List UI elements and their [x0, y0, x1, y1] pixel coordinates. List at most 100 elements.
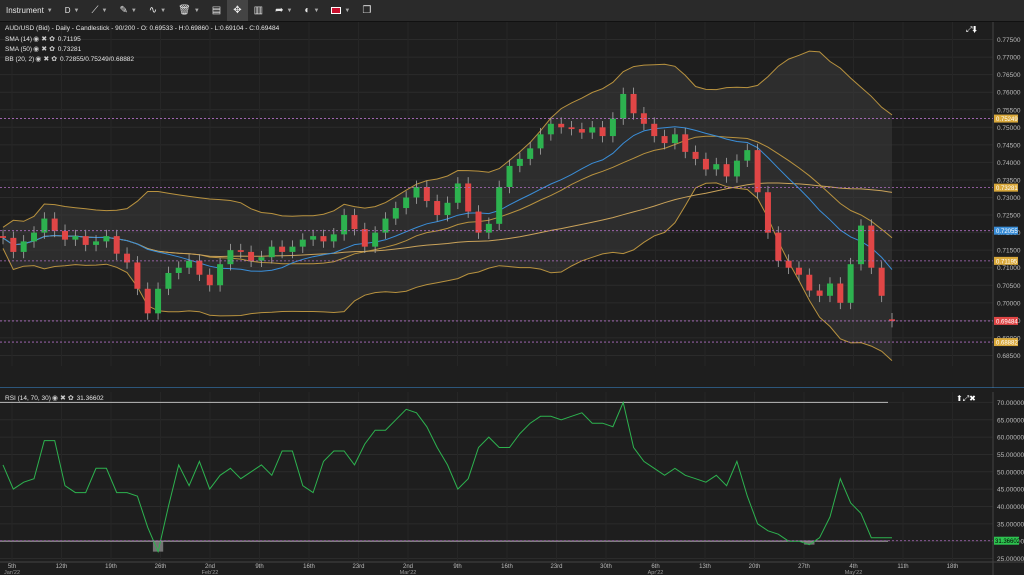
expand-panel-button[interactable]: ⤢⬇	[966, 25, 977, 35]
popout-button[interactable]: ❐	[356, 0, 377, 21]
candle-down	[795, 267, 802, 275]
eye-icon[interactable]: ◉	[51, 395, 58, 402]
pencil-tool-menu[interactable]: ✎ ▼	[113, 0, 142, 21]
candle-up	[299, 239, 306, 247]
period-menu[interactable]: D ▼	[59, 0, 86, 21]
candle-up	[155, 288, 162, 314]
y-tick-label: 0.76500	[997, 72, 1021, 79]
candle-down	[878, 267, 885, 296]
candle-up	[744, 150, 751, 161]
x-tick-label: 6th	[651, 564, 659, 570]
crosshair-button[interactable]: ✥	[227, 0, 248, 21]
candle-down	[320, 236, 327, 242]
toolbar: Instrument ▼ D ▼ ⟋ ▼ ✎ ▼ ∿ ▼ 🗑 ▼ ▤ ✥ ▥ ➦ ▼ ◐ ▼ ▼…	[0, 0, 1024, 22]
y-tick-label: 0.77500	[997, 37, 1021, 44]
candle-up	[444, 202, 451, 216]
candle-up	[72, 236, 79, 240]
eye-icon[interactable]: ◉	[33, 46, 40, 53]
candle-up	[485, 223, 492, 233]
gear-icon[interactable]: ✿	[67, 395, 74, 402]
rsi-label: RSI (14, 70, 30)	[5, 394, 51, 402]
candle-down	[465, 183, 472, 212]
y-tick-label: 0.71000	[997, 265, 1021, 272]
candle-up	[609, 118, 616, 137]
x-tick-label: 23rd	[352, 564, 364, 570]
x-tick-label: 23rd	[550, 564, 562, 570]
chevron-down-icon: ▼	[160, 7, 167, 14]
gear-icon[interactable]: ✿	[49, 36, 55, 43]
close-icon[interactable]: ✖	[41, 46, 48, 53]
layout-button[interactable]: ▤	[206, 0, 227, 21]
indicator-menu[interactable]: ∿ ▼	[143, 0, 172, 21]
candle-up	[310, 236, 317, 240]
move-up-icon: ⬆⤢✖	[956, 394, 976, 403]
x-tick-label: 20th	[749, 564, 761, 570]
popout-icon: ❐	[362, 5, 372, 16]
candle-up	[175, 267, 182, 273]
price-tag	[994, 114, 1018, 123]
price-chart[interactable]: 0.77500 0.77000 0.76500 0.76000 0.75500 0.750…	[0, 22, 1024, 388]
x-tick-label: 2nd	[205, 564, 215, 570]
candle-down	[62, 230, 69, 240]
eye-icon[interactable]: ◉	[35, 56, 42, 63]
candle-up	[41, 218, 48, 233]
gear-icon[interactable]: ✿	[51, 56, 58, 63]
y-tick-label: 0.72500	[997, 213, 1021, 220]
share-menu[interactable]: ➦ ▼	[269, 0, 298, 21]
gear-icon[interactable]: ✿	[49, 46, 55, 53]
chart-type-button[interactable]: ▥	[248, 0, 269, 21]
candle-up	[413, 186, 420, 198]
candle-up	[392, 208, 399, 219]
x-tick-sublabel: Jan'22	[4, 570, 20, 575]
candle-down	[237, 250, 244, 252]
candle-down	[475, 211, 482, 233]
layout-icon: ▤	[211, 5, 222, 16]
instrument-menu[interactable]: Instrument ▼	[0, 0, 59, 21]
candle-up	[268, 246, 275, 258]
candle-down	[578, 129, 585, 133]
close-icon[interactable]: ✖	[60, 395, 66, 402]
y-tick-label: 0.74000	[997, 160, 1021, 167]
y-tick-label: 0.76000	[997, 90, 1021, 97]
candle-down	[816, 290, 823, 296]
x-tick-label: 13th	[699, 564, 711, 570]
candle-down	[10, 237, 17, 252]
sma50-line	[2, 182, 893, 258]
x-tick-label: 27th	[798, 564, 810, 570]
instrument-title: AUD/USD (Bid) - Daily - Candlestick	[5, 25, 110, 32]
instrument-label: Instrument	[6, 6, 44, 15]
candle-up	[31, 232, 38, 242]
language-menu[interactable]: ▼	[325, 0, 356, 21]
bollinger-upper-line	[2, 50, 893, 228]
delete-menu[interactable]: 🗑 ▼	[172, 0, 206, 21]
line-tool-menu[interactable]: ⟋ ▼	[85, 0, 113, 21]
chevron-down-icon: ▼	[193, 7, 200, 14]
candle-down	[764, 192, 771, 233]
rsi-value: 31.36602	[76, 394, 104, 402]
close-icon[interactable]: ✖	[43, 56, 50, 63]
rsi-chart[interactable]: 70.00000 65.00000 60.00000 55.00000 50.00000…	[0, 392, 1024, 575]
candle-up	[537, 134, 544, 149]
theme-icon: ◐	[304, 5, 311, 16]
candle-down	[785, 260, 792, 268]
x-tick-label: 9th	[255, 564, 263, 570]
candle-up	[403, 197, 410, 209]
y-tick-label: 0.68500	[997, 353, 1021, 360]
candle-down	[568, 127, 575, 130]
rsi-panel-controls[interactable]: ⬆⤢✖	[956, 394, 976, 404]
candle-down	[558, 123, 565, 128]
candle-up	[258, 257, 265, 261]
theme-menu[interactable]: ◐ ▼	[298, 0, 325, 21]
chevron-down-icon: ▼	[130, 7, 137, 14]
x-tick-label: 16th	[303, 564, 315, 570]
candle-up	[506, 165, 513, 187]
eye-icon[interactable]: ◉	[33, 36, 40, 43]
candle-up	[165, 272, 172, 289]
y-tick-label: 0.75000	[997, 125, 1021, 132]
close-icon[interactable]: ✖	[41, 36, 48, 43]
candle-up	[547, 123, 554, 135]
candle-down	[889, 319, 895, 322]
x-tick-label: 12th	[56, 564, 68, 570]
candle-up	[857, 225, 864, 265]
price-tag-label: 0.75249	[996, 117, 1018, 123]
